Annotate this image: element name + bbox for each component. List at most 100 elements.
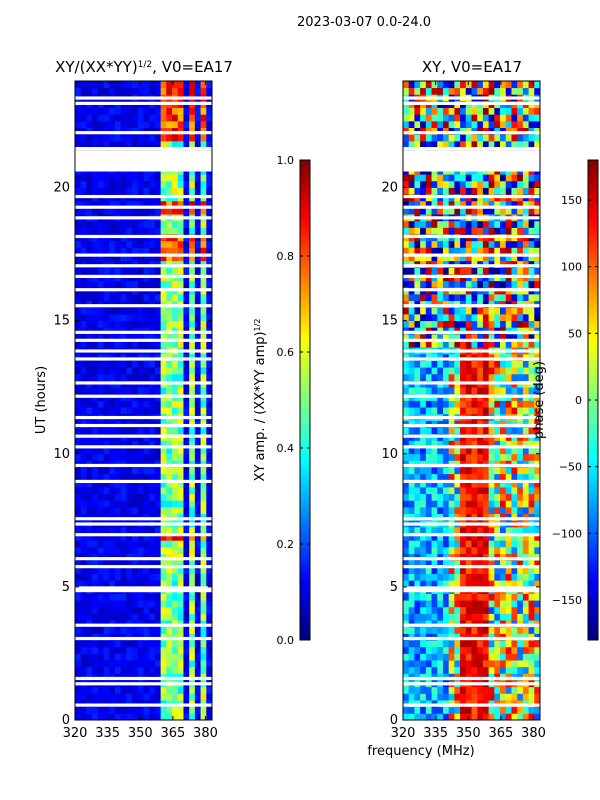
heatmap-cell [86,320,93,328]
heatmap-cell [500,546,507,554]
flagged-row [75,381,212,385]
heatmap-cell [505,467,512,475]
heatmap-cell [166,706,173,714]
flagged-row [75,205,212,209]
heatmap-cell [442,660,450,668]
heatmap-cell [160,580,167,588]
heatmap-cell [431,640,438,648]
heatmap-cell [189,686,196,694]
heatmap-cell [425,87,432,95]
heatmap-cell [517,200,524,208]
heatmap-cell [200,686,207,694]
heatmap-cell [109,400,116,408]
heatmap-cell [511,693,518,701]
heatmap-cell [97,313,104,322]
heatmap-cell [471,646,478,654]
heatmap-cell [471,440,478,448]
heatmap-cell [517,573,524,581]
y-tick-label: 10 [53,447,70,462]
heatmap-cell [465,220,472,228]
heatmap-cell [143,606,150,614]
heatmap-cell [420,107,427,115]
heatmap-cell [92,387,99,395]
heatmap-cell [471,533,478,541]
heatmap-cell [143,400,150,408]
heatmap-cell [442,320,450,328]
heatmap-cell [132,626,139,634]
heatmap-cell [143,267,150,275]
heatmap-cell [160,526,167,535]
heatmap-cell [403,453,410,461]
heatmap-cell [154,220,162,228]
heatmap-cell [86,613,93,621]
heatmap-cell [431,340,438,348]
heatmap-cell [114,540,122,548]
heatmap-cell [517,180,524,188]
heatmap-cell [425,140,432,148]
y-tick-label: 5 [390,580,398,595]
heatmap-cell [172,114,179,122]
x-tick-label: 365 [488,726,513,741]
heatmap-cell [477,427,484,435]
heatmap-cell [534,267,541,275]
heatmap-cell [431,427,438,435]
heatmap-cell [414,247,421,255]
heatmap-cell [137,400,144,408]
heatmap-cell [454,440,461,448]
heatmap-cell [120,566,127,574]
heatmap-cell [166,227,173,235]
heatmap-cell [183,174,190,182]
heatmap-cell [408,640,415,648]
heatmap-cell [511,227,518,235]
heatmap-cell [194,533,201,541]
heatmap-cell [488,480,495,488]
heatmap-cell [189,593,196,601]
heatmap-cell [103,407,110,415]
heatmap-cell [471,120,478,128]
heatmap-cell [109,686,116,694]
heatmap-cell [442,367,450,375]
heatmap-cell [177,526,184,535]
heatmap-cell [149,540,156,548]
heatmap-cell [528,373,535,381]
heatmap-cell [448,540,455,548]
flagged-row [403,434,540,438]
heatmap-cell [471,487,478,495]
heatmap-cell [154,340,162,348]
heatmap-cell [120,507,127,515]
y-tick-label: 15 [53,314,70,329]
heatmap-cell [126,307,133,315]
heatmap-cell [494,114,501,122]
heatmap-cell [477,367,484,375]
heatmap-cell [511,507,518,515]
heatmap-cell [194,174,201,182]
heatmap-cell [522,606,529,614]
heatmap-cell [414,81,421,89]
heatmap-cell [114,467,122,475]
heatmap-cell [414,407,421,415]
heatmap-cell [172,200,179,208]
heatmap-cell [505,114,512,122]
heatmap-cell [172,566,179,574]
heatmap-cell [189,706,196,714]
heatmap-cell [505,134,512,142]
heatmap-cell [454,606,461,614]
heatmap-cell [471,653,478,661]
heatmap-cell [97,693,104,701]
heatmap-cell [454,473,461,481]
heatmap-cell [206,387,213,395]
heatmap-cell [482,114,490,122]
heatmap-cell [500,307,507,315]
heatmap-cell [477,653,484,661]
heatmap-cell [109,333,116,341]
heatmap-cell [126,294,133,302]
heatmap-cell [183,566,190,574]
heatmap-cell [437,227,444,235]
heatmap-cell [154,200,162,208]
heatmap-cell [534,686,541,694]
heatmap-cell [166,613,173,621]
heatmap-cell [534,340,541,348]
heatmap-cell [460,200,467,208]
heatmap-cell [482,134,490,142]
heatmap-cell [154,500,162,508]
